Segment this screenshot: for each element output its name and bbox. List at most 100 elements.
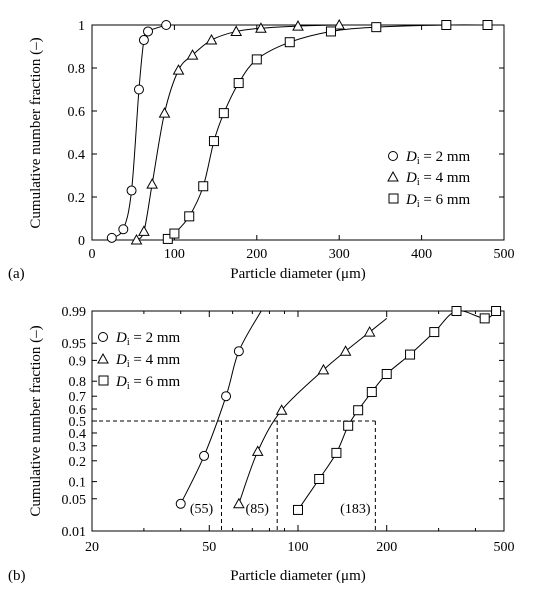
y-tick-label: 0.6 [68, 105, 86, 120]
data-point-triangle [292, 20, 304, 31]
y-tick-label: 0.05 [62, 493, 87, 508]
y-tick-label: 0.7 [69, 390, 87, 405]
circle-marker-icon [388, 151, 398, 161]
data-point-square [371, 22, 382, 33]
x-tick-label: 20 [85, 540, 99, 555]
panel-label-b: (b) [8, 568, 26, 584]
data-point-square [198, 181, 209, 192]
data-point-circle [106, 232, 117, 243]
legend-item: Di = 2 mm [98, 330, 181, 348]
data-point-circle [233, 346, 244, 357]
data-point-square [169, 228, 180, 239]
data-point-triangle [363, 326, 376, 337]
data-point-triangle [317, 363, 330, 375]
circle-marker-icon [98, 332, 108, 342]
data-point-square [162, 233, 173, 244]
series-b [175, 306, 502, 515]
data-point-square [366, 387, 377, 398]
legend-item: Di = 4 mm [97, 352, 181, 370]
y-tick-label: 1 [78, 19, 85, 34]
square-marker-icon [98, 375, 109, 386]
panel-a: 0 100 200 300 400 500 0 0.2 0.4 0.6 0.8 … [8, 18, 515, 282]
data-point-square [184, 211, 195, 222]
data-point-square [491, 306, 502, 316]
x-tick-label: 200 [376, 540, 397, 555]
x-tick-label: 100 [288, 540, 309, 555]
series-line [297, 310, 497, 511]
data-point-square [325, 26, 336, 37]
y-tick-label: 0.8 [68, 62, 86, 77]
y-tick-label: 0.8 [69, 375, 87, 390]
data-point-triangle [138, 225, 150, 236]
x-axis-label-b: Particle diameter (μm) [230, 568, 365, 584]
y-tick-labels-a: 0 0.2 0.4 0.6 0.8 1 [68, 19, 86, 249]
data-point-square [451, 306, 462, 316]
data-point-circle [143, 26, 154, 37]
data-point-square [479, 313, 490, 324]
x-tick-labels-b: 20 50 100 200 500 [85, 540, 515, 555]
data-point-square [218, 108, 229, 119]
median-annotation: (85) [246, 502, 270, 517]
legend-item: Di = 6 mm [388, 192, 471, 210]
legend-item: Di = 4 mm [387, 170, 471, 188]
data-point-square [251, 54, 262, 65]
triangle-marker-icon [97, 352, 109, 364]
data-point-triangle [205, 34, 218, 45]
x-tick-label: 300 [329, 247, 350, 262]
legend-label: Di = 2 mm [405, 149, 471, 167]
series-line [238, 317, 388, 504]
median-annotation: (55) [190, 502, 214, 517]
data-point-triangle [255, 22, 267, 33]
x-tick-label: 200 [246, 247, 267, 262]
y-tick-label: 0.4 [69, 427, 87, 442]
data-point-triangle [333, 18, 346, 30]
y-tick-label: 0.95 [62, 337, 87, 352]
legend-label: Di = 4 mm [405, 170, 471, 188]
data-point-square [233, 78, 244, 89]
data-point-square [284, 37, 295, 48]
data-point-circle [133, 84, 144, 95]
y-tick-label: 0.3 [69, 440, 87, 455]
triangle-marker-icon [387, 170, 399, 182]
data-point-square [381, 368, 392, 379]
data-point-triangle [251, 445, 264, 456]
square-marker-icon [388, 193, 399, 204]
panel-label-a: (a) [8, 266, 25, 282]
y-tick-labels-b: 0.01 0.05 0.1 0.2 0.3 0.4 0.5 0.6 0.7 0.… [62, 305, 87, 540]
series-line [136, 24, 340, 241]
data-point-circle [161, 20, 172, 30]
series-line [111, 24, 167, 239]
tick-marks-b [91, 310, 505, 532]
data-point-circle [138, 35, 149, 46]
data-point-triangle [230, 25, 243, 36]
data-point-circle [175, 498, 186, 509]
y-tick-label: 0.99 [62, 305, 87, 320]
legend-label: Di = 2 mm [115, 330, 181, 348]
legend-item: Di = 6 mm [98, 374, 181, 392]
median-annotation: (183) [340, 502, 371, 517]
legend-label: Di = 6 mm [405, 192, 471, 210]
x-tick-label: 400 [411, 247, 432, 262]
legend-b: Di = 2 mm Di = 4 mm Di = 6 mm [97, 330, 181, 392]
median-guides-b [92, 420, 376, 531]
x-tick-label: 0 [89, 247, 96, 262]
data-point-circle [221, 391, 232, 402]
data-point-square [429, 327, 440, 338]
data-point-square [482, 20, 493, 30]
data-point-triangle [275, 404, 288, 415]
series-a [106, 18, 493, 245]
data-point-square [405, 349, 416, 360]
legend-label: Di = 6 mm [115, 374, 181, 392]
median-annotations-b: (55) (85) (183) [190, 502, 371, 517]
panel-b: 20 50 100 200 500 0.01 0.05 0.1 0.2 0.3 … [8, 305, 515, 584]
data-point-square [441, 20, 452, 30]
x-tick-label: 100 [164, 247, 185, 262]
y-axis-label-b: Cumulative number fraction (–) [28, 325, 44, 516]
data-point-triangle [130, 233, 143, 245]
y-tick-label: 0.9 [69, 354, 87, 369]
data-point-triangle [233, 497, 245, 509]
y-tick-label: 0.2 [68, 191, 86, 206]
y-tick-label: 0 [78, 234, 85, 249]
x-tick-label: 500 [494, 540, 515, 555]
data-point-square [314, 473, 325, 484]
